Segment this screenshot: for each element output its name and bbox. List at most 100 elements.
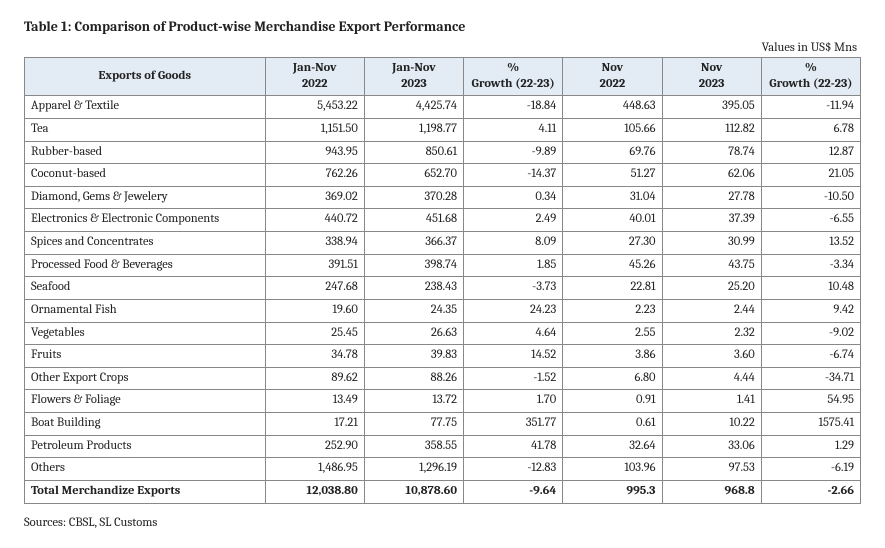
cell-value: 1,296.19 [364,458,463,481]
table-row: Vegetables25.4526.634.642.552.32-9.02 [25,322,861,345]
col-header: Jan-Nov2022 [265,58,364,96]
cell-value: -6.74 [761,345,860,368]
table-row: Electronics & Electronic Components440.7… [25,209,861,232]
cell-value: 40.01 [563,209,662,232]
total-value: 995.3 [563,480,662,503]
total-label: Total Merchandize Exports [25,480,266,503]
row-label: Flowers & Foliage [25,390,266,413]
row-label: Others [25,458,266,481]
table-row: Diamond, Gems & Jewelery369.02370.280.34… [25,186,861,209]
table-row: Flowers & Foliage13.4913.721.700.911.415… [25,390,861,413]
cell-value: 25.45 [265,322,364,345]
row-label: Petroleum Products [25,435,266,458]
cell-value: -9.02 [761,322,860,345]
unit-note: Values in US$ Mns [24,41,861,55]
cell-value: 2.32 [662,322,761,345]
cell-value: 943.95 [265,141,364,164]
cell-value: -10.50 [761,186,860,209]
table-row: Rubber-based943.95850.61-9.8969.7678.741… [25,141,861,164]
cell-value: 2.55 [563,322,662,345]
cell-value: 39.83 [364,345,463,368]
cell-value: 366.37 [364,232,463,255]
cell-value: 850.61 [364,141,463,164]
cell-value: 26.63 [364,322,463,345]
cell-value: 0.91 [563,390,662,413]
cell-value: 6.80 [563,367,662,390]
cell-value: 24.23 [464,299,563,322]
cell-value: 27.78 [662,186,761,209]
cell-value: 1.29 [761,435,860,458]
cell-value: 1.85 [464,254,563,277]
cell-value: 13.52 [761,232,860,255]
cell-value: 351.77 [464,413,563,436]
cell-value: 1.70 [464,390,563,413]
cell-value: -3.73 [464,277,563,300]
table-row: Seafood247.68238.43-3.7322.8125.2010.48 [25,277,861,300]
cell-value: 8.09 [464,232,563,255]
cell-value: 2.23 [563,299,662,322]
cell-value: 77.75 [364,413,463,436]
cell-value: 652.70 [364,164,463,187]
cell-value: 2.44 [662,299,761,322]
cell-value: 17.21 [265,413,364,436]
cell-value: 34.78 [265,345,364,368]
table-row: Fruits34.7839.8314.523.863.60-6.74 [25,345,861,368]
row-label: Spices and Concentrates [25,232,266,255]
cell-value: -14.37 [464,164,563,187]
cell-value: 88.26 [364,367,463,390]
cell-value: 1,486.95 [265,458,364,481]
cell-value: 43.75 [662,254,761,277]
cell-value: 5,453.22 [265,96,364,119]
cell-value: 89.62 [265,367,364,390]
cell-value: -18.84 [464,96,563,119]
row-label: Diamond, Gems & Jewelery [25,186,266,209]
cell-value: 3.86 [563,345,662,368]
cell-value: 13.72 [364,390,463,413]
cell-value: 105.66 [563,118,662,141]
cell-value: 25.20 [662,277,761,300]
cell-value: 1,198.77 [364,118,463,141]
table-row: Petroleum Products252.90358.5541.7832.64… [25,435,861,458]
col-header: Jan-Nov2023 [364,58,463,96]
row-label: Tea [25,118,266,141]
cell-value: 45.26 [563,254,662,277]
cell-value: 4.64 [464,322,563,345]
cell-value: -6.55 [761,209,860,232]
cell-value: 32.64 [563,435,662,458]
cell-value: 358.55 [364,435,463,458]
total-value: 10,878.60 [364,480,463,503]
cell-value: 451.68 [364,209,463,232]
cell-value: 2.49 [464,209,563,232]
col-header: %Growth (22-23) [464,58,563,96]
cell-value: 440.72 [265,209,364,232]
cell-value: 31.04 [563,186,662,209]
table-row: Spices and Concentrates338.94366.378.092… [25,232,861,255]
cell-value: 395.05 [662,96,761,119]
row-label: Vegetables [25,322,266,345]
cell-value: -1.52 [464,367,563,390]
row-label: Electronics & Electronic Components [25,209,266,232]
cell-value: -34.71 [761,367,860,390]
cell-value: 97.53 [662,458,761,481]
cell-value: 4,425.74 [364,96,463,119]
sources-note: Sources: CBSL, SL Customs [24,516,861,530]
table-row: Other Export Crops89.6288.26-1.526.804.4… [25,367,861,390]
cell-value: 22.81 [563,277,662,300]
export-table: Exports of Goods Jan-Nov2022 Jan-Nov2023… [24,57,861,504]
cell-value: 13.49 [265,390,364,413]
cell-value: 112.82 [662,118,761,141]
cell-value: 9.42 [761,299,860,322]
cell-value: 41.78 [464,435,563,458]
table-row: Tea1,151.501,198.774.11105.66112.826.78 [25,118,861,141]
cell-value: 27.30 [563,232,662,255]
cell-value: -12.83 [464,458,563,481]
cell-value: 1,151.50 [265,118,364,141]
cell-value: 6.78 [761,118,860,141]
row-label: Other Export Crops [25,367,266,390]
cell-value: 62.06 [662,164,761,187]
table-title: Table 1: Comparison of Product-wise Merc… [24,18,861,35]
cell-value: 238.43 [364,277,463,300]
cell-value: 4.11 [464,118,563,141]
cell-value: 4.44 [662,367,761,390]
cell-value: 103.96 [563,458,662,481]
